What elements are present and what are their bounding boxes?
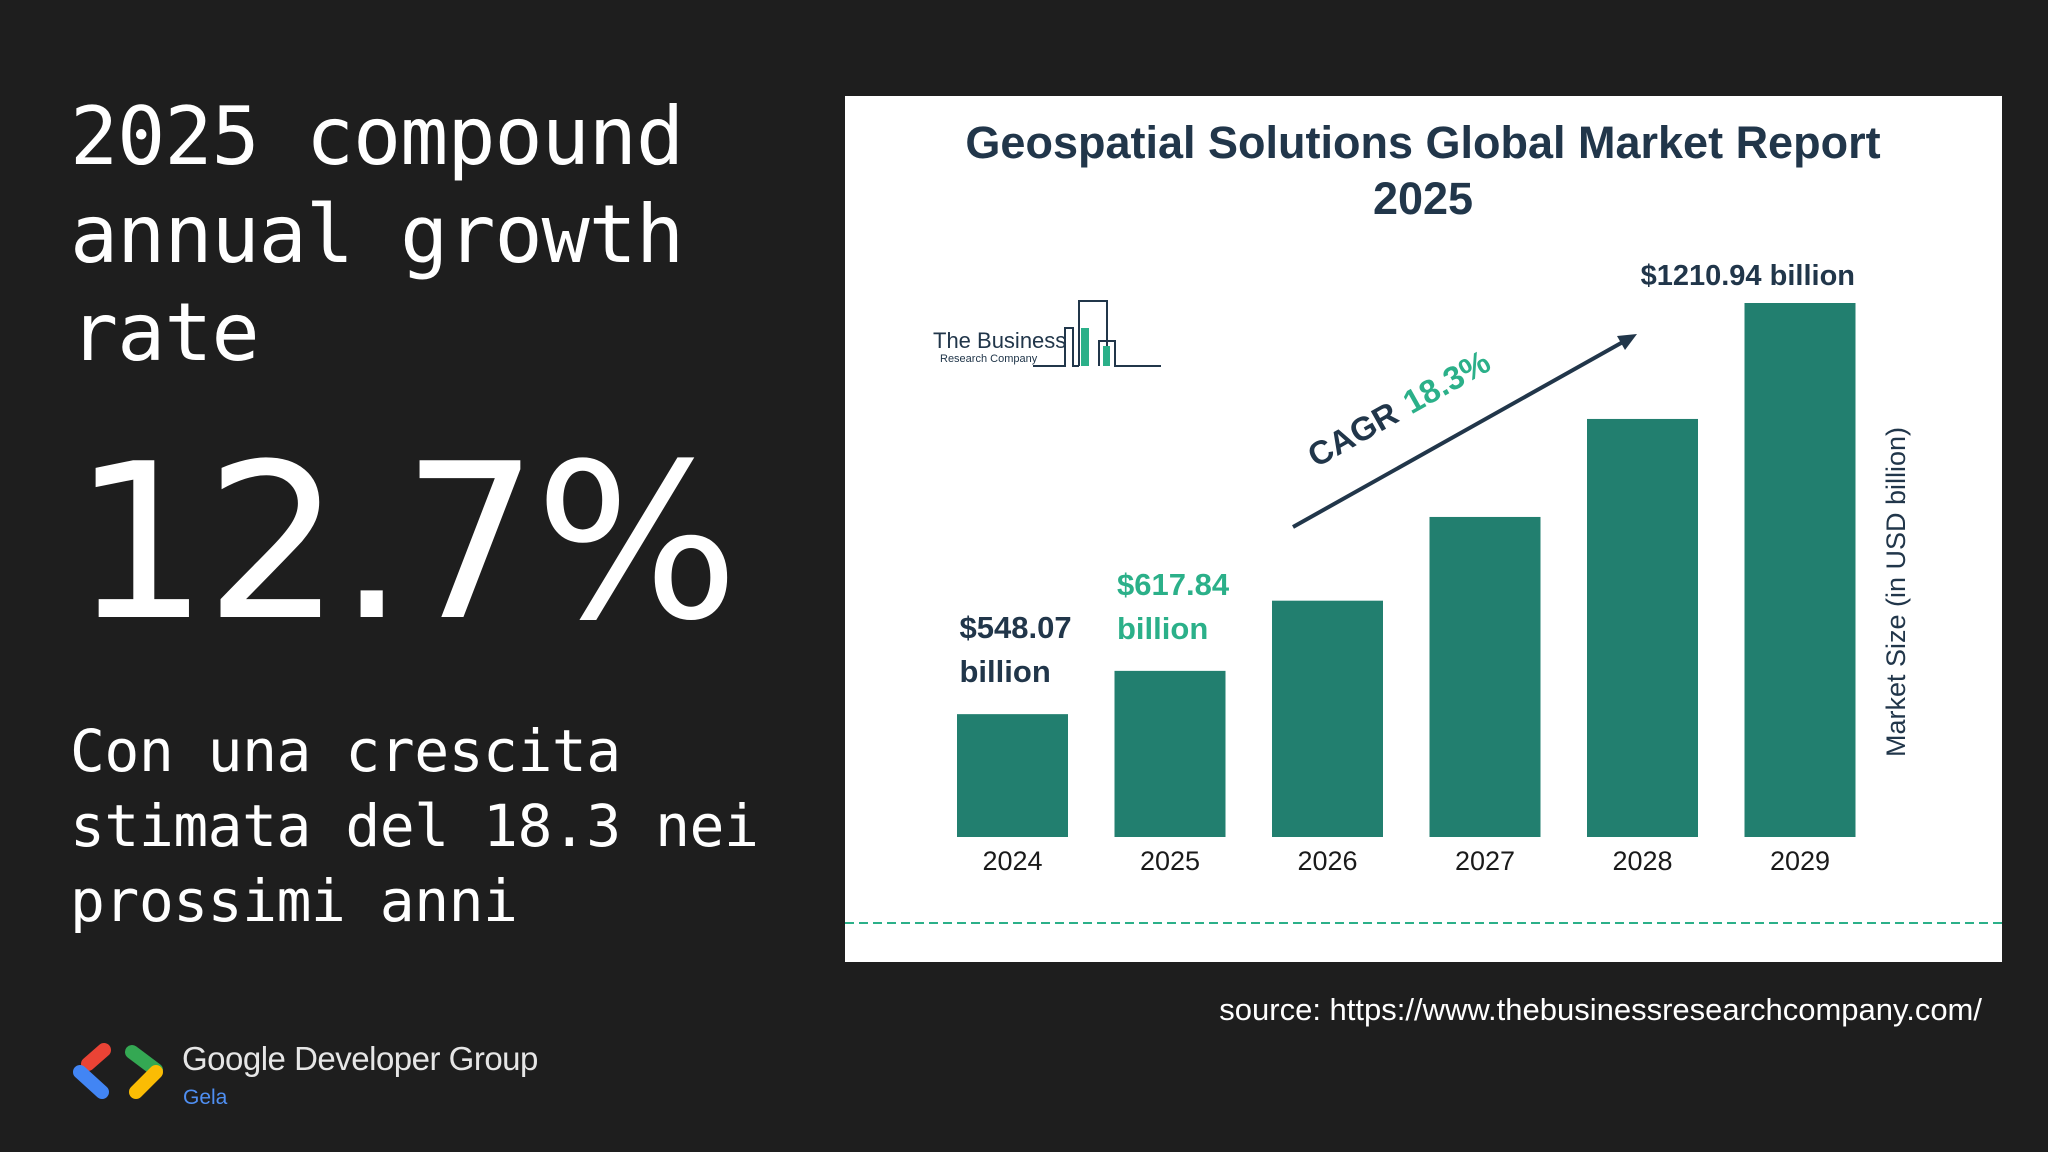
cagr-arrow-line [1292,336,1631,529]
y-axis-label: Market Size (in USD billion) [1881,427,1911,757]
chart-card: Geospatial Solutions Global Market Repor… [845,96,2002,962]
cagr-arrow [1292,334,1637,529]
x-tick-label: 2028 [1612,846,1672,876]
logo-building-icon [1078,300,1108,366]
cagr-annotation: CAGR18.3% [1301,343,1496,474]
bar-2027 [1429,516,1541,837]
bar-2025 [1114,670,1226,837]
x-tick-label: 2024 [982,846,1042,876]
data-label-2029: $1210.94 billion [1641,260,1855,292]
x-tick-label: 2026 [1297,846,1357,876]
bar-2026 [1272,600,1383,837]
arrow-head-icon [1617,334,1637,350]
bar-2028 [1587,418,1698,837]
cagr-label: CAGR [1301,394,1404,474]
x-tick-label: 2029 [1770,846,1830,876]
company-logo-name: The Business [933,328,1066,353]
data-label-2025: $617.84 [1117,567,1230,602]
chart-title: Geospatial Solutions Global Market Repor… [965,117,1880,168]
x-tick-label: 2025 [1140,846,1200,876]
x-tick-label: 2027 [1455,846,1515,876]
bar-2024 [957,714,1068,837]
logo-building-icon [1103,346,1110,366]
data-label-2024: $548.07 [960,610,1072,645]
svg-text:CAGR18.3%: CAGR18.3% [1301,343,1496,474]
cagr-annotation-value: 18.3% [1397,343,1497,421]
market-chart: Geospatial Solutions Global Market Repor… [845,117,2002,924]
data-label-2025: billion [1117,611,1208,646]
logo-building-icon [1033,327,1079,367]
logo-building-icon [1081,328,1089,366]
company-logo: The Business Research Company [933,300,1161,367]
data-label-2024: billion [960,654,1051,689]
company-logo-tagline: Research Company [940,353,1038,365]
slide-subtext: Con una crescita stimata del 18.3 nei pr… [70,717,759,935]
slide-heading: 2025 compound annual growth rate [70,90,684,379]
gdg-logo-icon [73,1043,163,1099]
source-citation: source: https://www.thebusinessresearchc… [1219,992,1982,1027]
bar-2029 [1744,303,1856,837]
chart-title-year: 2025 [1373,173,1473,224]
gdg-group-name: Google Developer Group [182,1040,538,1077]
gdg-chapter-name: Gela [183,1086,228,1109]
cagr-value: 12.7% [72,417,739,668]
logo-building-icon [1098,340,1161,367]
